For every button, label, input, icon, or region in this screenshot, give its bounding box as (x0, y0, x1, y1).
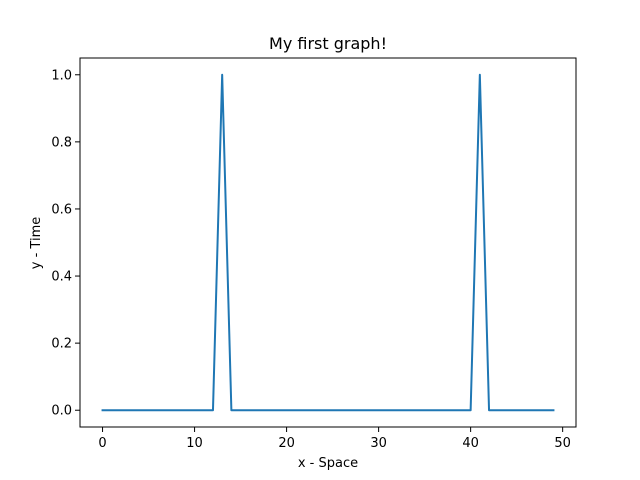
plot-area: 0 10 20 30 40 50 0.0 0.2 0.4 0.6 0.8 1.0 (51, 57, 577, 451)
y-tick-label: 0.2 (51, 337, 72, 352)
x-axis-label: x - Space (298, 456, 358, 471)
y-axis-label: y - Time (29, 217, 44, 269)
axes-frame (79, 57, 577, 428)
x-tick-label: 0 (98, 436, 106, 451)
y-tick-label: 0.4 (51, 270, 72, 285)
series-line-0 (101, 73, 555, 412)
x-tick-label: 50 (554, 436, 571, 451)
x-tick-label: 40 (462, 436, 479, 451)
x-tick-label: 20 (278, 436, 295, 451)
y-tick-label: 0.6 (51, 202, 72, 217)
chart-title: My first graph! (269, 34, 387, 53)
x-tick-label: 10 (186, 436, 203, 451)
x-tick-label: 30 (370, 436, 387, 451)
y-tick-label: 1.0 (51, 68, 72, 83)
y-tick-label: 0.8 (51, 135, 72, 150)
y-tick-label: 0.0 (51, 404, 72, 419)
